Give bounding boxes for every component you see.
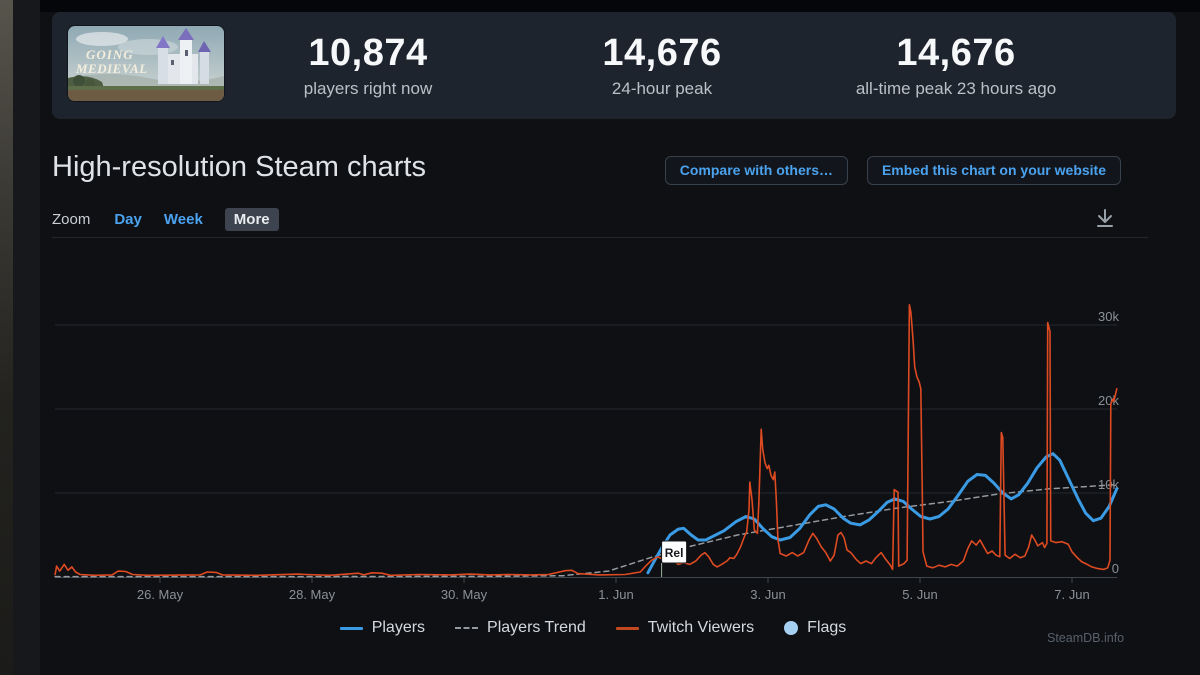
y-axis-label: 0	[1112, 561, 1119, 576]
current-players-value: 10,874	[308, 32, 428, 74]
x-axis-label: 26. May	[137, 587, 184, 602]
x-axis-label: 28. May	[289, 587, 336, 602]
legend-item-players-trend[interactable]: Players Trend	[455, 619, 586, 637]
legend-label: Players	[371, 619, 426, 636]
x-axis-label: 30. May	[441, 587, 488, 602]
download-chart-icon[interactable]	[1093, 206, 1117, 230]
game-logo-line1: GOING	[86, 47, 134, 62]
x-axis-label: 5. Jun	[902, 587, 937, 602]
flag-label: Rel	[665, 546, 684, 560]
current-players-label: players right now	[303, 78, 433, 98]
game-capsule-art: GOING MEDIEVAL	[68, 26, 224, 101]
window-edge-strip-inner	[13, 0, 40, 675]
24h-peak-label: 24-hour peak	[611, 78, 713, 98]
players-line-swatch	[339, 626, 363, 630]
legend-item-players[interactable]: Players	[339, 619, 426, 637]
embed-chart-button[interactable]: Embed this chart on your website	[866, 156, 1121, 185]
compare-with-others-button[interactable]: Compare with others…	[664, 156, 848, 185]
zoom-label: Zoom	[52, 211, 91, 228]
stats-card: GOING MEDIEVAL 10,874 players right now …	[52, 12, 1176, 119]
page-title: High-resolution Steam charts	[52, 151, 426, 183]
window-edge-strip	[0, 0, 13, 675]
legend-label: Flags	[807, 619, 847, 636]
game-capsule-image: GOING MEDIEVAL	[68, 26, 224, 101]
y-axis-label: 20k	[1098, 393, 1119, 408]
range-day-button[interactable]: Day	[114, 211, 142, 228]
trend-dash-swatch	[455, 627, 479, 629]
legend-item-flags[interactable]: Flags	[784, 619, 846, 637]
legend-item-twitch-viewers[interactable]: Twitch Viewers	[615, 619, 755, 637]
alltime-peak-value: 14,676	[896, 32, 1016, 74]
x-axis-label: 3. Jun	[750, 587, 785, 602]
series-players[interactable]	[646, 452, 1119, 575]
flags-circle-swatch	[784, 621, 799, 635]
twitch-line-swatch	[615, 626, 639, 630]
range-week-button[interactable]: Week	[163, 211, 203, 228]
top-band	[40, 0, 1200, 12]
alltime-peak-label: all-time peak 23 hours ago	[855, 78, 1057, 98]
y-axis-label: 30k	[1098, 309, 1119, 324]
stat-current-players: 10,874 players right now	[221, 28, 515, 99]
stat-alltime-peak: 14,676 all-time peak 23 hours ago	[809, 28, 1103, 99]
chart-legend: Players Players Trend Twitch Viewers Fla…	[0, 619, 1200, 637]
flag-marker[interactable]	[661, 540, 688, 564]
stat-24h-peak: 14,676 24-hour peak	[515, 28, 809, 99]
legend-label: Twitch Viewers	[647, 619, 755, 636]
chart-toolbar: Zoom Day Week More	[52, 202, 1148, 238]
24h-peak-value: 14,676	[602, 32, 722, 74]
range-more-button[interactable]: More	[224, 208, 279, 231]
x-axis-label: 7. Jun	[1054, 587, 1089, 602]
series-twitch-viewers[interactable]	[54, 303, 1118, 577]
game-logo-line2: MEDIEVAL	[75, 61, 148, 76]
stats-row: 10,874 players right now 14,676 24-hour …	[221, 28, 1103, 99]
legend-label: Players Trend	[487, 619, 586, 636]
x-axis-label: 1. Jun	[598, 587, 633, 602]
steamdb-watermark: SteamDB.info	[1047, 631, 1125, 645]
